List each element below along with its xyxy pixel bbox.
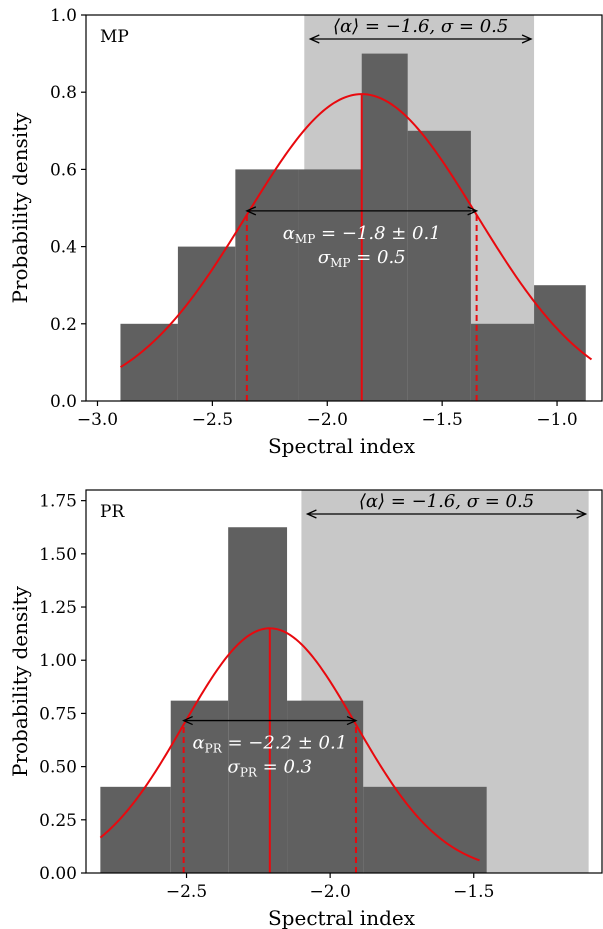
x-tick-label: −1.5 [422, 410, 463, 430]
y-tick-label: 0.50 [39, 758, 77, 778]
y-tick-label: 0.4 [50, 238, 77, 258]
panel-label: PR [100, 502, 125, 522]
y-tick-label: 0.75 [39, 704, 77, 724]
histogram-bar [235, 169, 299, 401]
x-tick-label: −1.0 [536, 410, 577, 430]
reference-arrowhead-right [521, 34, 533, 44]
fit-width-arrowhead-right [467, 206, 479, 216]
y-axis-title: Probability density [8, 585, 32, 777]
y-axis-title: Probability density [8, 112, 32, 304]
histogram-bar [470, 323, 535, 401]
axes-frame [85, 14, 603, 402]
x-tick-label: −3.0 [77, 410, 118, 430]
fit-width-arrowhead-left [182, 715, 193, 726]
histogram-bar [177, 246, 236, 401]
gaussian-fit-curve [119, 93, 593, 369]
y-tick-label: 1.0 [50, 6, 77, 26]
histogram-bar [120, 323, 178, 401]
fit-mean-label: αPR = −2.2 ± 0.1 [192, 733, 347, 756]
x-axis-title: Spectral index [268, 906, 416, 929]
y-tick-label: 1.75 [39, 492, 77, 512]
fit-sigma-label: σPR = 0.3 [228, 757, 313, 780]
x-tick-label: −2.0 [309, 882, 350, 902]
histogram-bar [363, 786, 487, 873]
y-tick-label: 0.6 [50, 160, 77, 180]
panel-label: MP [100, 27, 129, 47]
histogram-bar [170, 700, 229, 873]
histogram-bar [534, 285, 586, 401]
y-tick-label: 0.2 [50, 315, 77, 335]
reference-arrowhead-right [576, 509, 588, 519]
y-tick-label: 1.00 [39, 651, 77, 671]
histogram-bar [298, 169, 362, 401]
y-tick-label: 0.8 [50, 83, 77, 103]
y-tick-label: 0.00 [39, 864, 77, 884]
x-tick-label: −2.5 [192, 410, 233, 430]
plot-area [99, 490, 589, 873]
y-tick-label: 1.25 [39, 598, 77, 618]
y-tick-label: 0.0 [50, 392, 77, 412]
x-axis-title: Spectral index [268, 434, 416, 458]
histogram-bar [407, 130, 471, 401]
fit-width-arrowhead-right [346, 715, 358, 726]
reference-arrowhead-left [305, 509, 317, 519]
fit-sigma-label: σMP = 0.5 [318, 247, 406, 270]
axes-frame [85, 489, 603, 874]
histogram-bar [228, 527, 288, 873]
histogram-bar [287, 700, 364, 873]
x-tick-label: −1.5 [453, 882, 494, 902]
y-tick-label: 0.25 [39, 811, 77, 831]
reference-label: ⟨α⟩ = −1.6, σ = 0.5 [359, 491, 534, 512]
reference-label: ⟨α⟩ = −1.6, σ = 0.5 [333, 16, 508, 37]
fit-mean-label: αMP = −1.8 ± 0.1 [283, 223, 441, 246]
y-tick-label: 1.50 [39, 545, 77, 565]
plot-area [119, 15, 593, 401]
x-tick-label: −2.0 [307, 410, 348, 430]
reference-arrowhead-left [308, 34, 320, 44]
gaussian-fit-curve [99, 627, 480, 862]
fit-width-arrowhead-left [245, 206, 257, 216]
x-tick-label: −2.5 [166, 882, 207, 902]
